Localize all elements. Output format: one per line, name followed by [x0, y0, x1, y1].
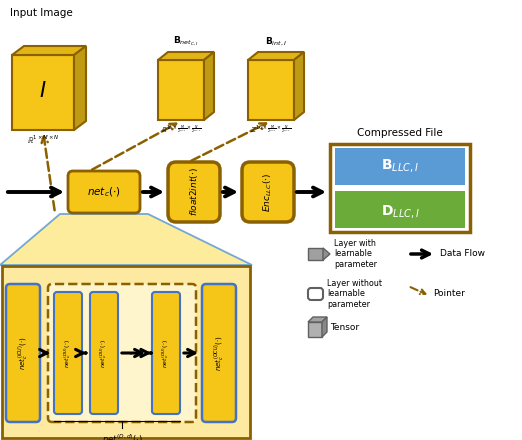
Polygon shape	[322, 317, 327, 337]
Text: $\cdots$: $\cdots$	[128, 347, 141, 359]
FancyBboxPatch shape	[308, 288, 323, 300]
Text: $\mathbf{B}_{int,I}$: $\mathbf{B}_{int,I}$	[265, 36, 287, 48]
Polygon shape	[74, 46, 86, 130]
Text: $\mathbb{R}^{1\times M\times N}$: $\mathbb{R}^{1\times M\times N}$	[27, 134, 60, 147]
Polygon shape	[12, 46, 86, 55]
FancyBboxPatch shape	[54, 292, 82, 414]
FancyBboxPatch shape	[202, 284, 236, 422]
Bar	[330, 144, 470, 232]
Text: Input Image: Input Image	[10, 8, 73, 18]
Text: $float2int(\cdot)$: $float2int(\cdot)$	[188, 168, 200, 216]
Text: $\mathbf{B}_{net_{C,I}}$: $\mathbf{B}_{net_{C,I}}$	[173, 35, 199, 48]
FancyBboxPatch shape	[6, 284, 40, 422]
Polygon shape	[323, 248, 330, 260]
Text: $I$: $I$	[39, 81, 47, 100]
Text: $\mathbb{R}^{16\times\frac{M}{2^{d+1}}\times\frac{N}{2^{d+1}}}$: $\mathbb{R}^{16\times\frac{M}{2^{d+1}}\t…	[161, 124, 201, 136]
FancyBboxPatch shape	[90, 292, 118, 414]
Text: $net_c^{(OCU)}(\cdot)$: $net_c^{(OCU)}(\cdot)$	[212, 335, 226, 371]
Polygon shape	[248, 60, 294, 120]
Text: $\mathbf{D}_{LLC,I}$: $\mathbf{D}_{LLC,I}$	[381, 202, 419, 220]
Text: $net_c^{(DU)}(\cdot)$: $net_c^{(DU)}(\cdot)$	[63, 338, 74, 367]
Bar	[308, 248, 323, 260]
Text: $net_c^{(D,d)}(\cdot)$: $net_c^{(D,d)}(\cdot)$	[101, 432, 143, 440]
Text: Data Flow: Data Flow	[440, 249, 485, 258]
Text: $net_c^{(DU)}(\cdot)$: $net_c^{(DU)}(\cdot)$	[99, 338, 110, 367]
Text: $net_c(\cdot)$: $net_c(\cdot)$	[87, 185, 121, 199]
Polygon shape	[158, 52, 214, 60]
Text: $Enc_{LLC}(\cdot)$: $Enc_{LLC}(\cdot)$	[262, 172, 274, 212]
FancyBboxPatch shape	[48, 284, 196, 422]
Polygon shape	[158, 60, 204, 120]
Polygon shape	[294, 52, 304, 120]
Polygon shape	[204, 52, 214, 120]
Text: $\mathbb{Z}^{16\times\frac{M}{2^{d+1}}\times\frac{N}{2^{d+1}}}$: $\mathbb{Z}^{16\times\frac{M}{2^{d+1}}\t…	[251, 124, 292, 136]
FancyBboxPatch shape	[152, 292, 180, 414]
FancyBboxPatch shape	[242, 162, 294, 222]
Text: Pointer: Pointer	[433, 289, 465, 297]
Text: $\mathbf{B}_{LLC,I}$: $\mathbf{B}_{LLC,I}$	[381, 157, 419, 173]
Polygon shape	[12, 55, 74, 130]
Text: Layer without
learnable
parameter: Layer without learnable parameter	[327, 279, 382, 309]
Text: Tensor: Tensor	[330, 323, 359, 333]
Text: $net_c^{(DU)}(\cdot)$: $net_c^{(DU)}(\cdot)$	[161, 338, 171, 367]
Text: $net_c^{(ICU)}(\cdot)$: $net_c^{(ICU)}(\cdot)$	[16, 336, 30, 370]
Polygon shape	[308, 322, 322, 337]
Polygon shape	[308, 317, 327, 322]
Polygon shape	[248, 52, 304, 60]
FancyBboxPatch shape	[168, 162, 220, 222]
Text: Layer with
learnable
parameter: Layer with learnable parameter	[334, 239, 377, 269]
FancyBboxPatch shape	[68, 171, 140, 213]
Text: Compressed File: Compressed File	[357, 128, 443, 138]
Polygon shape	[0, 214, 252, 265]
Bar	[335, 191, 465, 228]
Bar	[335, 148, 465, 185]
Bar	[2, 266, 250, 438]
